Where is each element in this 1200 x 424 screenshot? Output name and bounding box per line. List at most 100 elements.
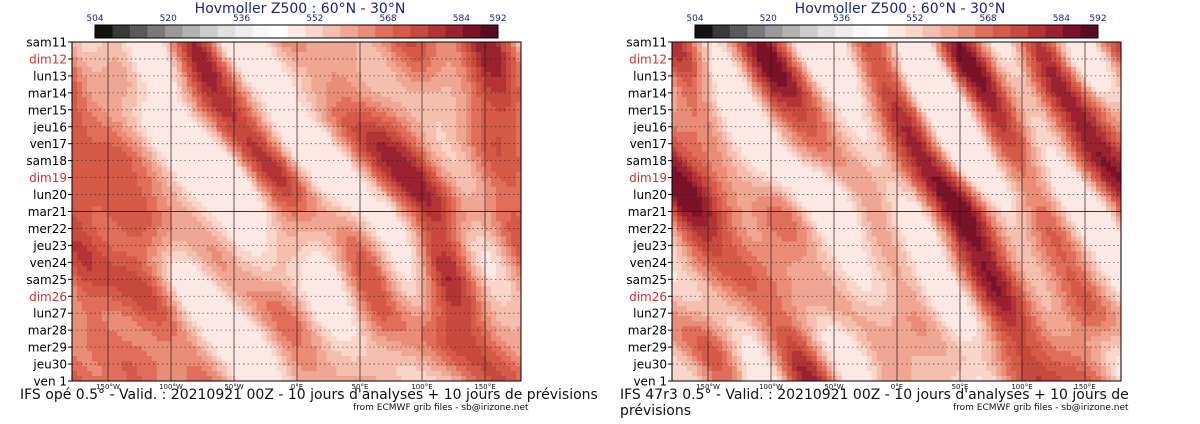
heatmap-cell: [331, 216, 337, 222]
heatmap-cell: [311, 166, 317, 173]
heatmap-cell: [106, 186, 113, 192]
heatmap-cell: [406, 156, 412, 163]
heatmap-cell: [286, 156, 292, 163]
heatmap-cell: [286, 261, 292, 267]
heatmap-cell: [306, 206, 312, 212]
heatmap-cell: [156, 76, 163, 83]
heatmap-cell: [476, 61, 482, 68]
heatmap-cell: [451, 196, 457, 202]
heatmap-cell: [181, 51, 188, 58]
heatmap-cell: [101, 76, 108, 83]
heatmap-cell: [406, 61, 412, 68]
heatmap-cell: [221, 42, 228, 48]
heatmap-cell: [401, 61, 407, 68]
heatmap-cell: [111, 276, 118, 282]
heatmap-cell: [276, 256, 282, 262]
heatmap-cell: [72, 231, 78, 237]
heatmap-cell: [296, 211, 302, 217]
heatmap-cell: [416, 121, 422, 128]
heatmap-cell: [301, 236, 307, 242]
heatmap-cell: [356, 71, 362, 78]
heatmap-cell: [196, 121, 203, 128]
heatmap-cell: [86, 176, 93, 182]
heatmap-cell: [371, 66, 377, 73]
heatmap-cell: [171, 166, 178, 173]
heatmap-cell: [96, 201, 103, 207]
heatmap-cell: [286, 42, 292, 48]
heatmap-cell: [476, 266, 482, 272]
heatmap-cell: [266, 146, 272, 153]
heatmap-cell: [286, 166, 292, 173]
heatmap-cell: [116, 161, 123, 168]
heatmap-cell: [466, 86, 472, 93]
heatmap-cell: [86, 256, 93, 262]
heatmap-cell: [171, 61, 178, 68]
heatmap-cell: [221, 291, 228, 297]
heatmap-cell: [506, 176, 512, 182]
heatmap-cell: [291, 101, 297, 108]
heatmap-cell: [151, 236, 158, 242]
heatmap-cell: [251, 281, 257, 287]
heatmap-cell: [286, 131, 292, 138]
heatmap-cell: [216, 181, 223, 187]
heatmap-cell: [186, 216, 193, 222]
heatmap-cell: [96, 131, 103, 138]
heatmap-cell: [271, 256, 277, 262]
heatmap-cell: [351, 191, 357, 197]
heatmap-cell: [331, 161, 337, 168]
heatmap-cell: [216, 106, 223, 113]
heatmap-cell: [386, 281, 392, 287]
heatmap-cell: [431, 136, 437, 143]
heatmap-cell: [196, 246, 203, 252]
heatmap-cell: [96, 311, 103, 317]
heatmap-cell: [291, 96, 297, 103]
heatmap-cell: [496, 181, 502, 187]
heatmap-cell: [506, 156, 512, 163]
heatmap-cell: [96, 301, 103, 307]
heatmap-cell: [121, 56, 128, 63]
heatmap-cell: [301, 241, 307, 247]
heatmap-cell: [451, 261, 457, 267]
heatmap-cell: [431, 96, 437, 103]
heatmap-cell: [371, 271, 377, 277]
heatmap-cell: [151, 196, 158, 202]
heatmap-cell: [236, 141, 243, 148]
heatmap-cell: [186, 176, 193, 182]
heatmap-cell: [266, 111, 272, 118]
heatmap-cell: [281, 181, 287, 187]
heatmap-cell: [446, 56, 452, 63]
heatmap-cell: [356, 251, 362, 257]
heatmap-cell: [211, 271, 218, 277]
heatmap-cell: [256, 296, 262, 302]
heatmap-cell: [381, 126, 387, 133]
heatmap-cell: [251, 51, 257, 58]
heatmap-cell: [121, 111, 128, 118]
heatmap-cell: [346, 161, 352, 168]
heatmap-cell: [341, 171, 347, 178]
heatmap-cell: [196, 256, 203, 262]
heatmap-cell: [296, 251, 302, 257]
heatmap-cell: [141, 186, 148, 192]
heatmap-cell: [496, 206, 502, 212]
heatmap-cell: [481, 226, 487, 232]
heatmap-cell: [226, 71, 233, 78]
heatmap-cell: [401, 181, 407, 187]
heatmap-cell: [261, 211, 267, 217]
heatmap-cell: [346, 221, 352, 227]
heatmap-cell: [81, 86, 88, 93]
heatmap-cell: [326, 171, 332, 178]
heatmap-cell: [72, 141, 78, 148]
heatmap-cell: [171, 151, 178, 158]
heatmap-cell: [356, 56, 362, 63]
heatmap-cell: [301, 171, 307, 178]
heatmap-cell: [506, 76, 512, 83]
heatmap-cell: [216, 71, 223, 78]
heatmap-cell: [486, 151, 492, 158]
heatmap-cell: [481, 71, 487, 78]
heatmap-cell: [151, 51, 158, 58]
heatmap-cell: [256, 256, 262, 262]
heatmap-cell: [451, 126, 457, 133]
heatmap-cell: [266, 121, 272, 128]
heatmap-cell: [256, 231, 262, 237]
heatmap-cell: [291, 221, 297, 227]
